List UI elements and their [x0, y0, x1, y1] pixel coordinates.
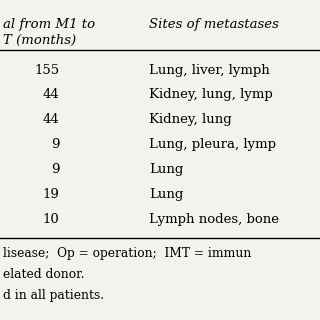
Text: Lung, pleura, lymp: Lung, pleura, lymp [149, 138, 276, 151]
Text: Sites of metastases: Sites of metastases [149, 18, 279, 31]
Text: 19: 19 [42, 188, 59, 201]
Text: lisease;  Op = operation;  IMT = immun: lisease; Op = operation; IMT = immun [3, 247, 252, 260]
Text: Kidney, lung, lymp: Kidney, lung, lymp [149, 88, 273, 101]
Text: T (months): T (months) [3, 34, 76, 47]
Text: al from M1 to: al from M1 to [3, 18, 95, 31]
Text: d in all patients.: d in all patients. [3, 289, 104, 302]
Text: 44: 44 [43, 113, 59, 126]
Text: 10: 10 [43, 213, 59, 226]
Text: 9: 9 [51, 163, 59, 176]
Text: elated donor.: elated donor. [3, 268, 85, 281]
Text: Lung: Lung [149, 188, 183, 201]
Text: Kidney, lung: Kidney, lung [149, 113, 232, 126]
Text: Lung: Lung [149, 163, 183, 176]
Text: 9: 9 [51, 138, 59, 151]
Text: Lymph nodes, bone: Lymph nodes, bone [149, 213, 279, 226]
Text: 44: 44 [43, 88, 59, 101]
Text: 155: 155 [34, 64, 59, 76]
Text: Lung, liver, lymph: Lung, liver, lymph [149, 64, 269, 76]
